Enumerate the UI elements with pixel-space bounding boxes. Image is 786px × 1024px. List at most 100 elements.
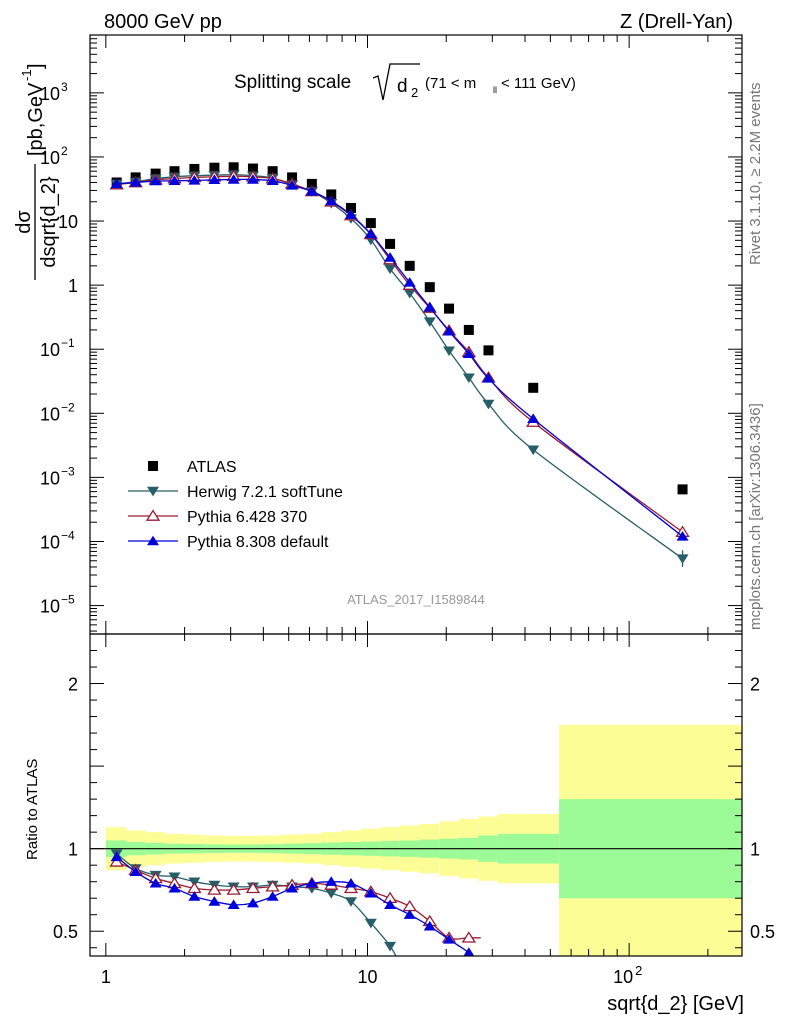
legend-label: Pythia 8.308 default xyxy=(187,534,329,551)
main-data-point xyxy=(443,325,456,336)
main-data-point xyxy=(527,445,540,456)
x-tick-label: 10 xyxy=(357,967,377,987)
main-data-point xyxy=(385,238,396,249)
main-data-point xyxy=(246,174,259,184)
ratio-y-tick-label-right: 1 xyxy=(750,840,760,860)
main-data-point xyxy=(228,162,239,173)
ratio-data-point xyxy=(305,877,318,888)
ratio-y-tick-label: 2 xyxy=(68,675,78,695)
main-data-point xyxy=(423,317,436,327)
main-plot-series xyxy=(109,162,690,567)
y-tick-label-exp: 3 xyxy=(61,80,68,94)
main-data-point xyxy=(365,218,376,229)
y-tick-label: 10 xyxy=(40,148,60,168)
main-data-point xyxy=(443,346,456,357)
ylabel-unit-end: ] xyxy=(25,63,47,69)
main-data-point xyxy=(227,174,240,184)
ratio-plot-series xyxy=(109,849,481,956)
y-tick-label-exp: −5 xyxy=(61,593,75,607)
ratio-data-point xyxy=(245,881,261,894)
ratio-data-point xyxy=(384,899,397,910)
ratio-data-point xyxy=(109,855,124,867)
y-tick-label: 10 xyxy=(58,212,78,232)
main-series-line xyxy=(116,175,683,533)
ylabel-unit: [pb,GeV xyxy=(25,82,47,156)
main-data-point xyxy=(676,531,689,541)
ratio-data-point xyxy=(226,883,241,895)
main-data-point xyxy=(345,202,356,213)
main-data-point xyxy=(424,282,435,293)
ratio-data-point xyxy=(265,880,280,892)
main-plot-title: Splitting scale d 2 (71 < m ll < 111 GeV… xyxy=(234,63,576,101)
main-data-point xyxy=(423,301,436,312)
main-data-point xyxy=(677,484,688,495)
rivet-label: Rivet 3.1.10, ≥ 2.2M events xyxy=(747,83,764,266)
main-data-point xyxy=(110,178,123,189)
ratio-data-point xyxy=(168,882,181,893)
title-sqrt-d: d xyxy=(397,76,408,97)
main-data-point xyxy=(326,189,337,200)
main-data-point xyxy=(463,324,474,335)
main-series-line xyxy=(116,178,683,537)
sqrt-sign xyxy=(372,63,420,101)
y-tick-label: 10 xyxy=(40,532,60,552)
main-y-axis-label: dσ dsqrt{d_2} [pb,GeV -1 ] xyxy=(13,63,60,280)
legend-marker xyxy=(145,509,161,521)
main-data-point xyxy=(168,175,181,185)
ratio-frame xyxy=(89,633,743,957)
main-data-point xyxy=(169,166,180,177)
main-data-point xyxy=(149,175,162,186)
main-data-point xyxy=(403,277,416,287)
ratio-data-point xyxy=(188,891,201,901)
main-data-point xyxy=(267,166,278,177)
ratio-data-point xyxy=(325,876,338,886)
main-data-point xyxy=(404,260,415,271)
x-tick-label: 1 xyxy=(101,967,111,987)
y-tick-label: 10 xyxy=(40,84,60,104)
title-range-post: < 111 GeV) xyxy=(501,75,576,92)
main-data-point xyxy=(384,264,397,275)
main-data-point xyxy=(462,348,475,358)
header-energy: 8000 GeV pp xyxy=(104,11,222,33)
ratio-y-tick-label-right: 2 xyxy=(750,675,760,695)
main-data-point xyxy=(403,288,416,299)
y-tick-label-exp: −2 xyxy=(61,400,75,414)
ratio-uncertainty-bands xyxy=(105,724,742,956)
legend-label: ATLAS xyxy=(187,459,237,476)
main-series-line xyxy=(116,173,683,560)
ratio-data-point xyxy=(110,851,123,862)
ratio-data-point xyxy=(266,891,279,901)
main-data-point xyxy=(528,382,539,393)
y-tick-label-exp: −1 xyxy=(61,336,75,350)
y-tick-label: 10 xyxy=(40,468,60,488)
analysis-watermark: ATLAS_2017_I1589844 xyxy=(347,592,485,607)
y-tick-label: 10 xyxy=(40,597,60,617)
main-data-point xyxy=(266,175,279,185)
ratio-data-point xyxy=(423,920,436,931)
ratio-data-point xyxy=(325,889,338,899)
y-tick-label-exp: −3 xyxy=(61,464,75,478)
y-tick-label-exp: −4 xyxy=(61,528,75,542)
ylabel-denominator: dsqrt{d_2} xyxy=(38,176,60,268)
y-tick-label-exp: 2 xyxy=(61,144,68,158)
ylabel-unit-exp: -1 xyxy=(19,69,34,81)
ratio-data-point xyxy=(129,866,142,876)
main-data-point xyxy=(305,186,318,196)
y-tick-label: 10 xyxy=(40,404,60,424)
ratio-data-point xyxy=(246,897,259,908)
ratio-data-point xyxy=(364,918,377,929)
legend: ATLAS Herwig 7.2.1 softTune Pythia 6.428 3… xyxy=(128,459,343,551)
main-data-point xyxy=(462,373,475,384)
main-data-point xyxy=(325,195,338,206)
ratio-data-point xyxy=(344,877,357,888)
ratio-data-point xyxy=(208,896,221,906)
ratio-data-point xyxy=(443,934,456,944)
title-main: Splitting scale xyxy=(234,72,351,93)
main-data-point xyxy=(129,177,142,187)
ratio-y-axis-label: Ratio to ATLAS xyxy=(24,759,41,860)
legend-marker xyxy=(148,461,158,471)
ratio-data-point xyxy=(344,897,357,907)
main-data-point xyxy=(247,163,258,174)
